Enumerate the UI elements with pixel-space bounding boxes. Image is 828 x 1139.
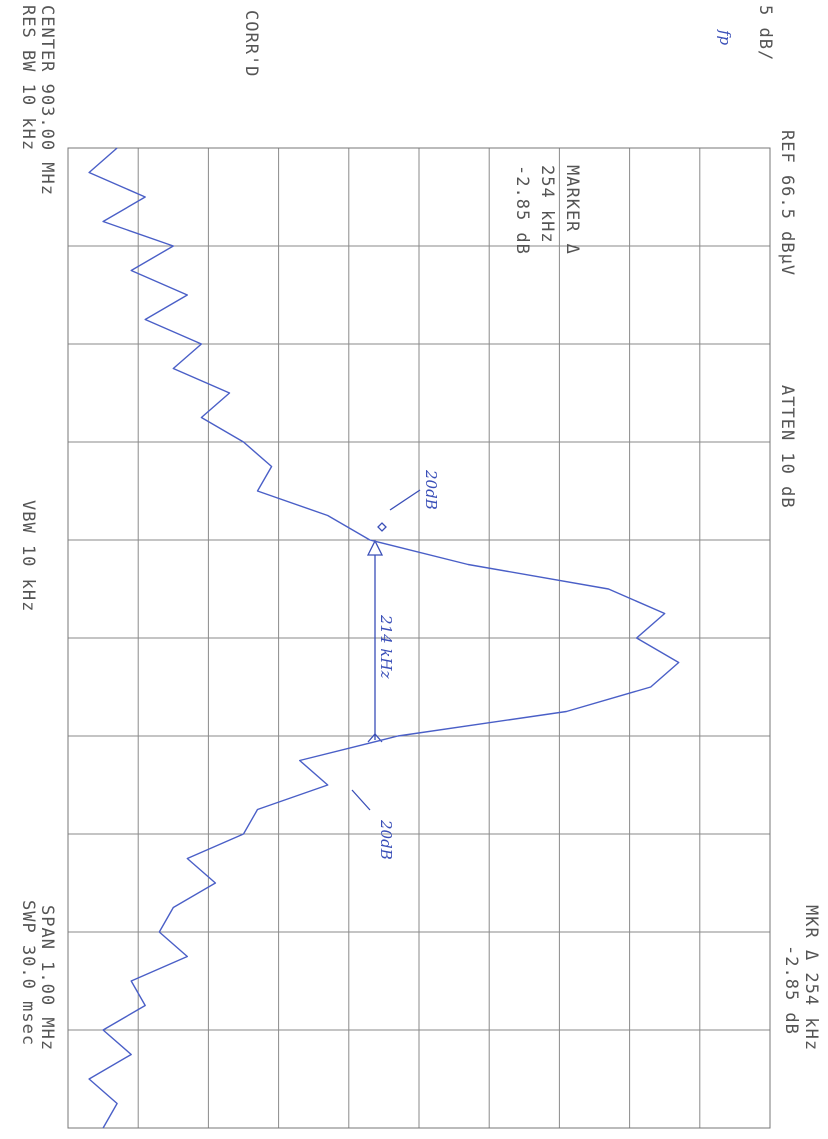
plot-frame (67, 147, 771, 1129)
center-label: CENTER 903.00 MHz (37, 5, 57, 196)
sweep-label: SWP 30.0 msec (18, 900, 38, 1046)
note-leader (389, 489, 421, 511)
handwritten-note: 20dB (377, 819, 395, 860)
handwritten-note: 20dB (422, 469, 440, 510)
marker-sketch (351, 489, 421, 811)
corr-label: CORR'D (241, 10, 261, 77)
span-label: SPAN 1.00 MHz (37, 905, 57, 1051)
marker-symbol (367, 733, 383, 743)
note-leader (351, 789, 371, 811)
vbw-label: VBW 10 kHz (18, 500, 38, 612)
ref-label: REF 66.5 dBµV (777, 130, 797, 276)
trace (88, 147, 680, 1129)
marker-readout: MKR Δ 254 kHz (801, 905, 821, 1051)
marker-db: -2.85 dB (512, 165, 532, 255)
atten-label: ATTEN 10 dB (777, 385, 797, 509)
scale-label: 5 dB/ (755, 5, 775, 61)
res-bw-label: RES BW 10 kHz (18, 5, 38, 151)
marker-title: MARKER Δ (562, 165, 582, 255)
marker-freq: 254 kHz (537, 165, 557, 244)
grid (67, 147, 771, 1129)
annotations: 5 dB/ fp REF 66.5 dBµV ATTEN 10 dB MKR Δ… (18, 5, 821, 1051)
marker-readout-db: -2.85 dB (781, 945, 801, 1035)
handwritten-note: 214 kHz (377, 614, 395, 679)
handwritten-note: fp (716, 29, 734, 46)
marker-symbol (377, 522, 387, 532)
